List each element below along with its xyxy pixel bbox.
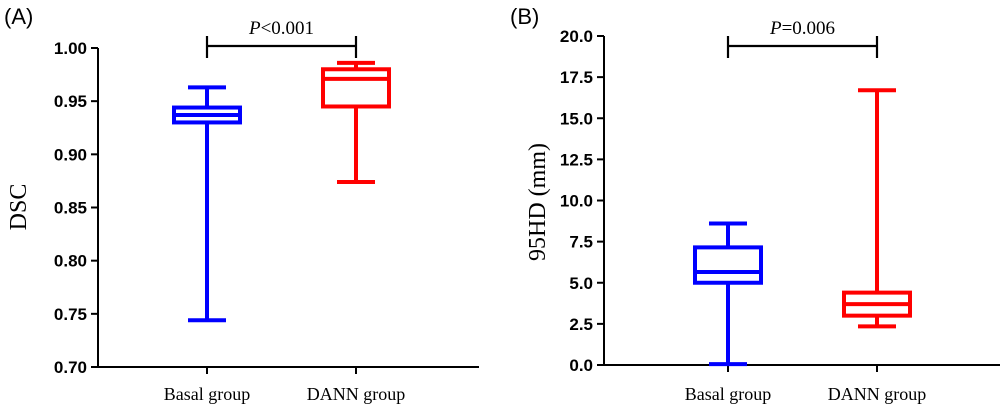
panel-label: (A) (4, 4, 33, 29)
chart-panel-b: (B) 95HD (mm) 0.0 2.5 5.0 7.5 10.0 12.5 15.0 17.5… (510, 4, 1000, 404)
y-tick-label: 1.00 (54, 39, 87, 58)
y-tick-label: 10.0 (560, 192, 593, 211)
iqr-box (693, 245, 763, 285)
y-tick-label: 0.90 (54, 145, 87, 164)
y-tick-label: 0.0 (569, 356, 593, 375)
y-axis-title: 95HD (mm) (525, 143, 551, 261)
box-basal-group (172, 85, 242, 323)
box-basal-group (693, 221, 763, 367)
x-category-label: Basal group (164, 384, 250, 404)
y-tick-label: 0.80 (54, 252, 87, 271)
y-tick-label: 0.75 (54, 305, 87, 324)
significance-bracket (205, 36, 358, 58)
p-value: =0.006 (782, 18, 835, 39)
x-category-label: DANN group (307, 384, 406, 404)
significance-label: P=0.006 (769, 18, 835, 39)
p-symbol: P (769, 18, 782, 39)
panel-label: (B) (510, 4, 539, 29)
p-value: <0.001 (261, 18, 314, 39)
box-dann-group (842, 88, 912, 329)
y-tick-label: 17.5 (560, 68, 593, 87)
significance-label: P<0.001 (248, 18, 314, 39)
y-tick-label: 12.5 (560, 150, 593, 169)
x-category-label: DANN group (828, 384, 927, 404)
y-tick-label: 20.0 (560, 27, 593, 46)
y-axis-title: DSC (6, 184, 32, 231)
significance-bracket (726, 36, 879, 58)
y-tick-label: 2.5 (569, 315, 593, 334)
x-category-label: Basal group (685, 384, 771, 404)
y-tick-label: 0.95 (54, 92, 87, 111)
y-tick-label: 0.85 (54, 199, 87, 218)
y-tick-label: 5.0 (569, 274, 593, 293)
iqr-box (321, 67, 391, 109)
y-tick-label: 15.0 (560, 109, 593, 128)
chart-panel-a: (A) DSC 0.70 0.75 0.80 0.85 0.90 0.95 1.00 Basal … (4, 4, 479, 404)
p-symbol: P (248, 18, 261, 39)
box-dann-group (321, 60, 391, 184)
y-tick-label: 7.5 (569, 233, 593, 252)
y-tick-label: 0.70 (54, 358, 87, 377)
